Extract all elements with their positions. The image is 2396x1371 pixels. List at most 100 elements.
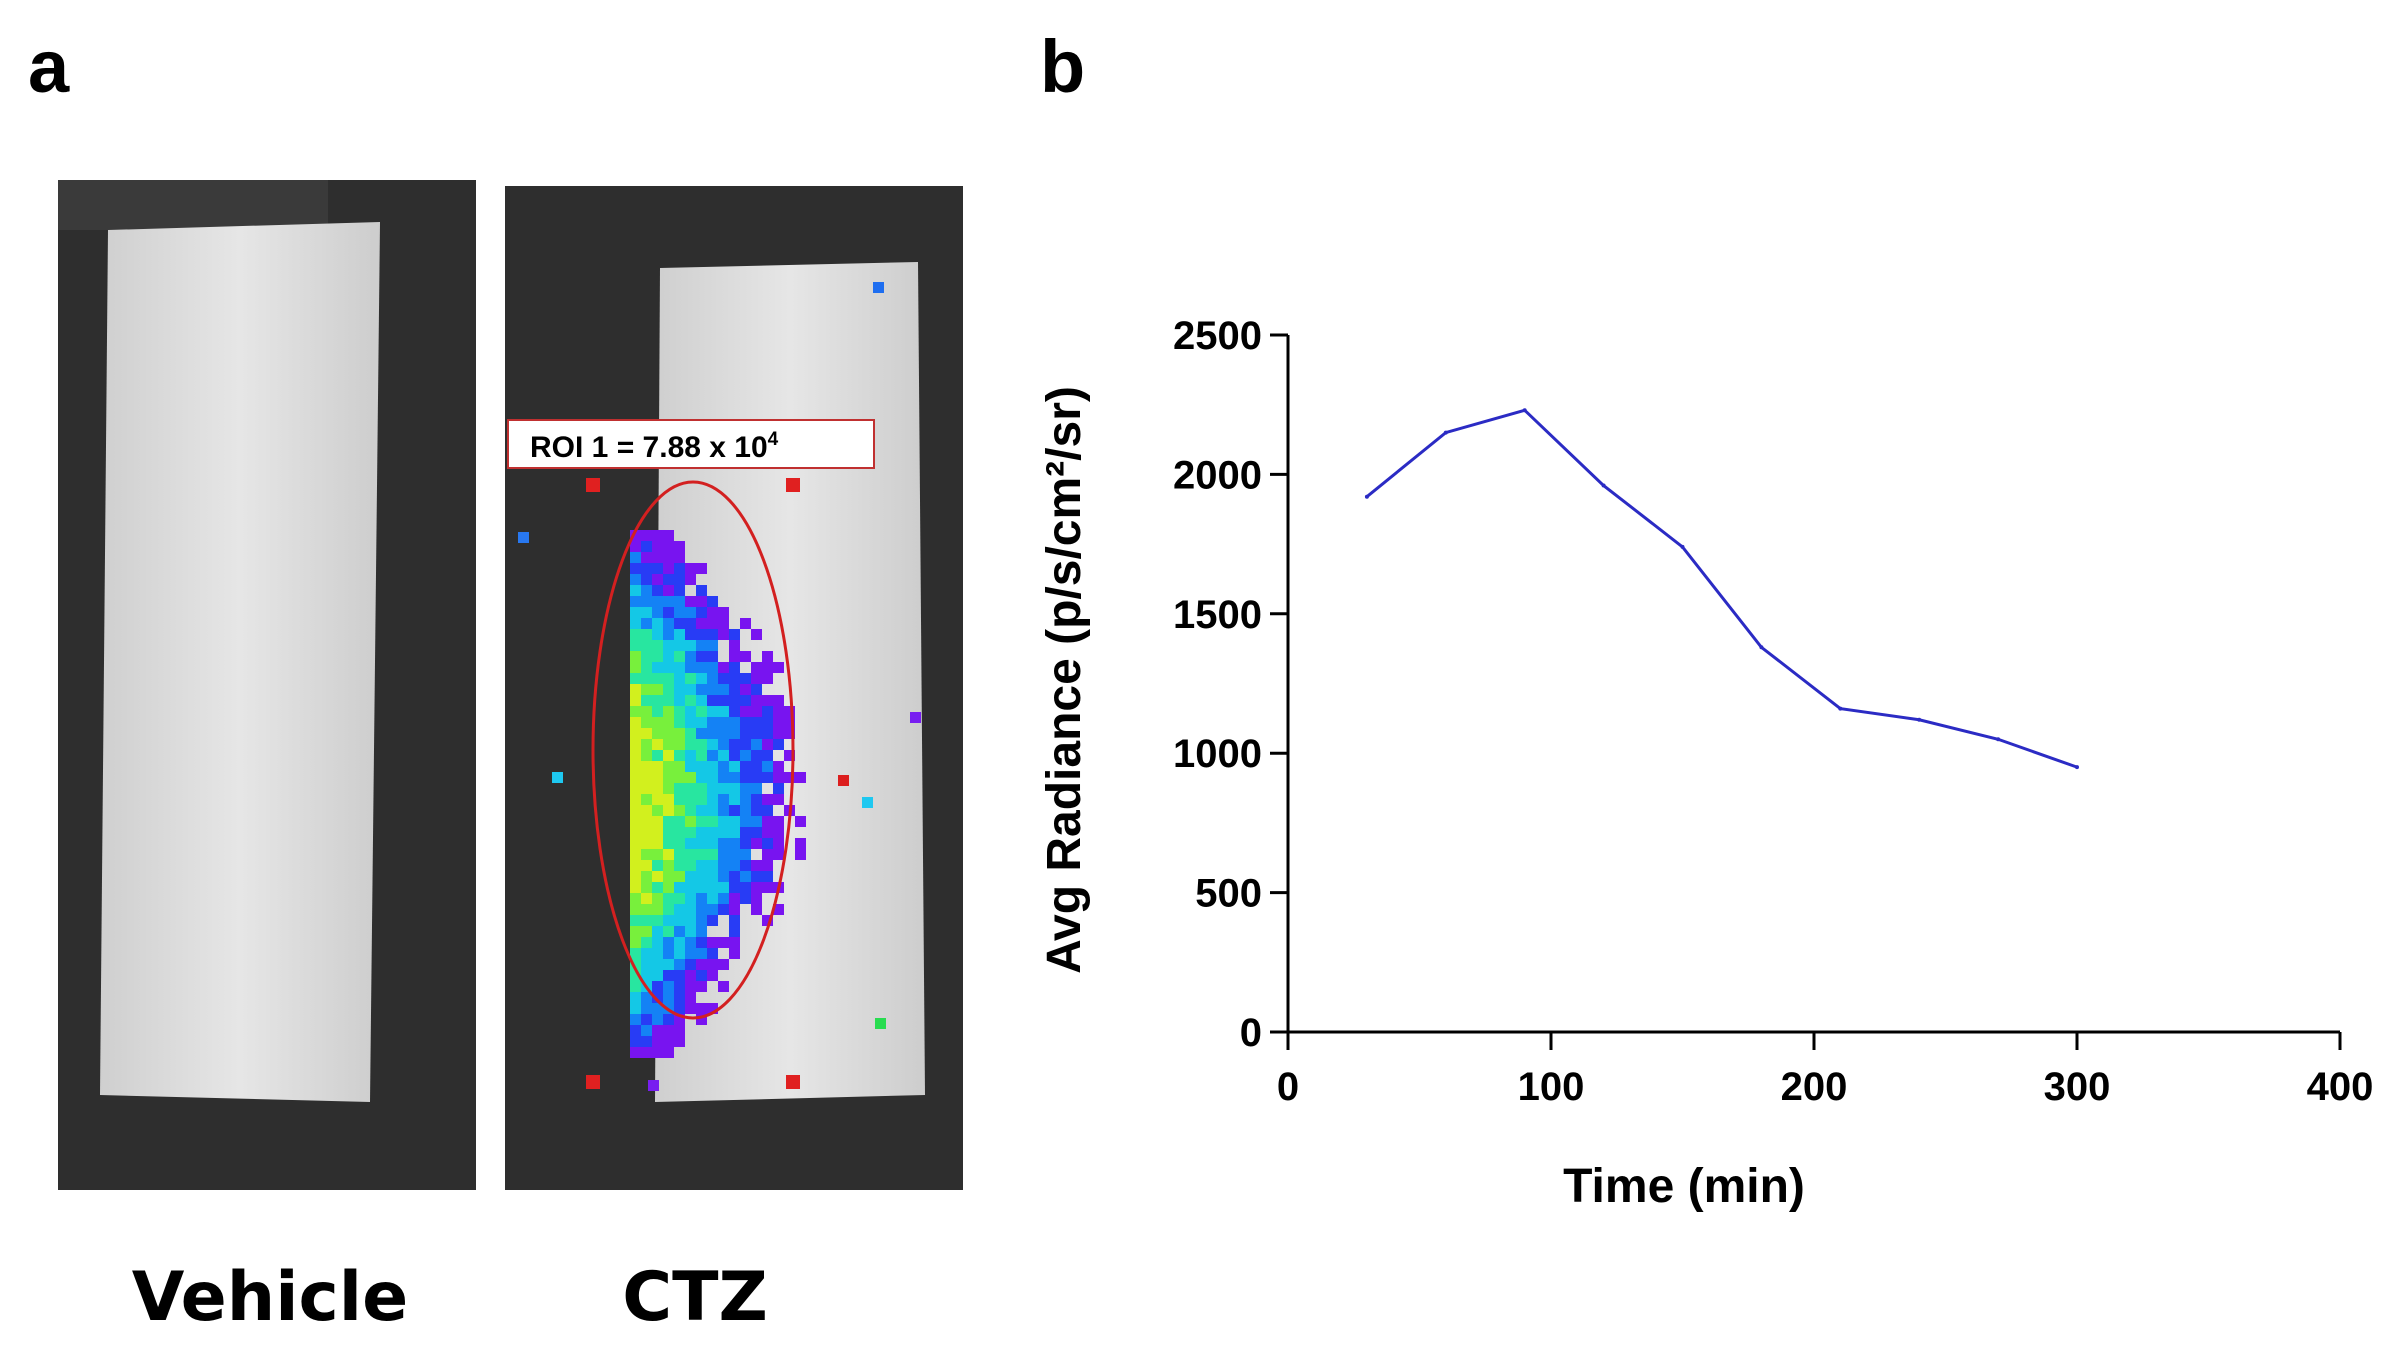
heatmap-pixel <box>663 1036 674 1047</box>
heatmap-pixel <box>674 629 685 640</box>
heatmap-pixel <box>641 871 652 882</box>
data-point <box>1443 430 1448 435</box>
heatmap-pixel <box>696 805 707 816</box>
heatmap-pixel <box>652 838 663 849</box>
heatmap-pixel <box>762 816 773 827</box>
heatmap-pixel <box>641 629 652 640</box>
heatmap-pixel <box>641 1003 652 1014</box>
heatmap-pixel <box>630 673 641 684</box>
heatmap-pixel <box>729 739 740 750</box>
heatmap-pixel <box>685 717 696 728</box>
heatmap-pixel <box>652 827 663 838</box>
heatmap-pixel <box>518 532 529 543</box>
heatmap-pixel <box>641 1047 652 1058</box>
y-axis-title: Avg Radiance (p/s/cm²/sr) <box>1038 386 1091 974</box>
heatmap-pixel <box>630 959 641 970</box>
heatmap-pixel <box>685 651 696 662</box>
heatmap-pixel <box>685 618 696 629</box>
heatmap-pixel <box>751 783 762 794</box>
luminescence-heatmap <box>518 282 921 1091</box>
heatmap-pixel <box>652 1047 663 1058</box>
heatmap-pixel <box>674 904 685 915</box>
heatmap-pixel <box>707 970 718 981</box>
heatmap-pixel <box>641 948 652 959</box>
heatmap-pixel <box>696 827 707 838</box>
heatmap-pixel <box>729 860 740 871</box>
heatmap-pixel <box>641 970 652 981</box>
heatmap-pixel <box>862 797 873 808</box>
heatmap-pixel <box>663 684 674 695</box>
heatmap-pixel <box>630 739 641 750</box>
heatmap-pixel <box>729 717 740 728</box>
heatmap-pixel <box>685 915 696 926</box>
heatmap-pixel <box>696 695 707 706</box>
heatmap-pixel <box>685 783 696 794</box>
heatmap-pixel <box>630 926 641 937</box>
panel-b-letter: b <box>1040 25 1086 108</box>
heatmap-pixel <box>652 992 663 1003</box>
heatmap-pixel <box>630 1047 641 1058</box>
heatmap-pixel <box>762 860 773 871</box>
roi-handle <box>586 1075 600 1089</box>
heatmap-pixel <box>674 937 685 948</box>
heatmap-pixel <box>630 629 641 640</box>
heatmap-pixel <box>630 794 641 805</box>
heatmap-pixel <box>652 959 663 970</box>
heatmap-pixel <box>674 717 685 728</box>
heatmap-pixel <box>729 772 740 783</box>
heatmap-pixel <box>652 849 663 860</box>
heatmap-pixel <box>696 849 707 860</box>
heatmap-pixel <box>641 794 652 805</box>
heatmap-pixel <box>663 596 674 607</box>
heatmap-pixel <box>696 871 707 882</box>
heatmap-pixel <box>630 717 641 728</box>
heatmap-pixel <box>773 816 784 827</box>
heatmap-pixel <box>652 926 663 937</box>
heatmap-pixel <box>696 915 707 926</box>
heatmap-pixel <box>718 838 729 849</box>
heatmap-pixel <box>751 717 762 728</box>
heatmap-pixel <box>696 750 707 761</box>
heatmap-pixel <box>652 585 663 596</box>
heatmap-pixel <box>718 981 729 992</box>
heatmap-pixel <box>729 629 740 640</box>
heatmap-pixel <box>630 970 641 981</box>
heatmap-pixel <box>685 937 696 948</box>
heatmap-pixel <box>652 783 663 794</box>
heatmap-pixel <box>641 783 652 794</box>
heatmap-pixel <box>652 651 663 662</box>
heatmap-pixel <box>641 552 652 563</box>
heatmap-pixel <box>630 596 641 607</box>
heatmap-pixel <box>751 860 762 871</box>
heatmap-pixel <box>663 794 674 805</box>
heatmap-pixel <box>773 838 784 849</box>
heatmap-pixel <box>707 783 718 794</box>
heatmap-pixel <box>696 629 707 640</box>
imaging-panel: ROI 1 = 7.88 x 104 <box>58 180 963 1190</box>
x-tick-label: 200 <box>1781 1065 1848 1109</box>
heatmap-pixel <box>707 673 718 684</box>
heatmap-pixel <box>641 607 652 618</box>
heatmap-pixel <box>718 871 729 882</box>
heatmap-pixel <box>641 1014 652 1025</box>
ctz-image: ROI 1 = 7.88 x 104 <box>505 186 963 1190</box>
heatmap-pixel <box>652 970 663 981</box>
heatmap-pixel <box>751 838 762 849</box>
heatmap-pixel <box>685 706 696 717</box>
heatmap-pixel <box>652 860 663 871</box>
vehicle-label: Vehicle <box>131 1258 409 1337</box>
heatmap-pixel <box>630 585 641 596</box>
heatmap-pixel <box>630 552 641 563</box>
heatmap-pixel <box>729 695 740 706</box>
heatmap-pixel <box>630 816 641 827</box>
heatmap-pixel <box>674 607 685 618</box>
heatmap-pixel <box>663 695 674 706</box>
heatmap-pixel <box>707 772 718 783</box>
heatmap-pixel <box>685 981 696 992</box>
heatmap-pixel <box>707 860 718 871</box>
heatmap-pixel <box>685 860 696 871</box>
heatmap-pixel <box>740 805 751 816</box>
heatmap-pixel <box>696 596 707 607</box>
heatmap-pixel <box>674 838 685 849</box>
heatmap-pixel <box>729 893 740 904</box>
